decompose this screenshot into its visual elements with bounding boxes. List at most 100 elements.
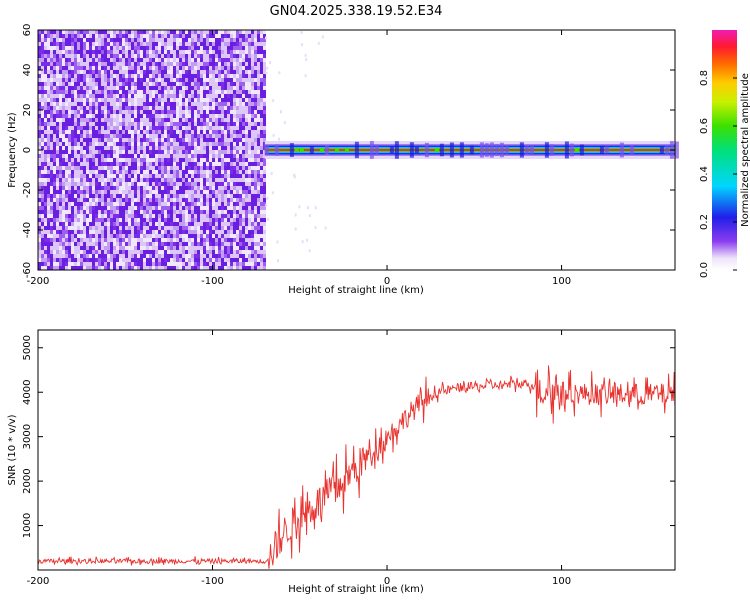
spectrogram-noise-cell bbox=[167, 86, 170, 90]
spectrogram-speckle bbox=[304, 53, 307, 57]
spectrogram-noise-cell bbox=[110, 150, 113, 154]
spectrogram-noise-cell bbox=[215, 146, 218, 150]
spectrogram-noise-cell bbox=[125, 258, 128, 262]
spectrogram-noise-cell bbox=[218, 34, 221, 38]
spectrogram-noise-cell bbox=[38, 202, 41, 206]
spectrogram-noise-cell bbox=[140, 258, 143, 262]
spectrogram-noise-cell bbox=[221, 30, 224, 34]
spectrogram-noise-cell bbox=[260, 118, 263, 122]
spectrogram-noise-cell bbox=[221, 178, 224, 182]
spectrogram-noise-cell bbox=[221, 118, 224, 122]
spectrogram-noise-cell bbox=[59, 82, 62, 86]
spectrogram-noise-cell bbox=[83, 126, 86, 130]
spectrogram-noise-cell bbox=[188, 178, 191, 182]
spectrogram-noise-cell bbox=[161, 214, 164, 218]
spectrogram-noise-cell bbox=[230, 134, 233, 138]
spectrogram-noise-cell bbox=[86, 222, 89, 226]
spectrogram-noise-cell bbox=[38, 42, 41, 46]
spectrogram-noise-cell bbox=[65, 186, 68, 190]
spectrogram-noise-cell bbox=[227, 262, 230, 266]
spectrogram-noise-cell bbox=[53, 186, 56, 190]
spectrogram-noise-cell bbox=[236, 182, 239, 186]
spectrogram-noise-cell bbox=[113, 34, 116, 38]
spectrogram-noise-cell bbox=[248, 210, 251, 214]
spectrogram-noise-cell bbox=[47, 70, 50, 74]
spectrogram-noise-cell bbox=[68, 198, 71, 202]
spectrogram-noise-cell bbox=[65, 110, 68, 114]
spectrogram-noise-cell bbox=[197, 130, 200, 134]
spectrogram-noise-cell bbox=[74, 106, 77, 110]
spectrogram-noise-cell bbox=[236, 66, 239, 70]
spectrogram-noise-cell bbox=[146, 78, 149, 82]
spectrogram-noise-cell bbox=[182, 94, 185, 98]
spectrogram-noise-cell bbox=[143, 66, 146, 70]
spectrogram-noise-cell bbox=[44, 66, 47, 70]
spectrogram-noise-cell bbox=[149, 150, 152, 154]
spectrogram-noise-cell bbox=[197, 46, 200, 50]
spectrogram-noise-cell bbox=[137, 102, 140, 106]
spectrogram-noise-cell bbox=[206, 74, 209, 78]
spectrogram-noise-cell bbox=[170, 142, 173, 146]
spectrogram-noise-cell bbox=[47, 258, 50, 262]
spectrogram-noise-cell bbox=[260, 42, 263, 46]
spectrogram-noise-cell bbox=[257, 162, 260, 166]
spectrogram-noise-cell bbox=[101, 106, 104, 110]
spectrogram-noise-cell bbox=[185, 114, 188, 118]
spectrogram-noise-cell bbox=[74, 134, 77, 138]
spectrogram-noise-cell bbox=[185, 178, 188, 182]
spectrogram-noise-cell bbox=[218, 78, 221, 82]
spectrogram-noise-cell bbox=[89, 62, 92, 66]
spectrogram-noise-cell bbox=[110, 74, 113, 78]
spectrogram-noise-cell bbox=[119, 194, 122, 198]
spectrogram-noise-cell bbox=[158, 170, 161, 174]
spectrogram-noise-cell bbox=[197, 226, 200, 230]
spectrogram-noise-cell bbox=[68, 166, 71, 170]
spectrogram-noise-cell bbox=[122, 198, 125, 202]
spectrogram-noise-cell bbox=[113, 90, 116, 94]
spectrogram-noise-cell bbox=[98, 154, 101, 158]
spectrogram-noise-cell bbox=[38, 118, 41, 122]
spectrogram-noise-cell bbox=[215, 50, 218, 54]
spectrogram-noise-cell bbox=[62, 58, 65, 62]
spectrogram-noise-cell bbox=[149, 162, 152, 166]
spectrogram-noise-cell bbox=[38, 218, 41, 222]
spectrogram-noise-cell bbox=[65, 94, 68, 98]
spectrogram-noise-cell bbox=[65, 98, 68, 102]
spectrogram-noise-cell bbox=[245, 262, 248, 266]
spectrogram-noise-cell bbox=[149, 174, 152, 178]
spectrogram-noise-cell bbox=[236, 46, 239, 50]
spectrogram-noise-cell bbox=[59, 178, 62, 182]
spectrogram-noise-cell bbox=[152, 178, 155, 182]
colorbar-tick-label: 0.8 bbox=[699, 70, 710, 86]
snr-ytick-label: 4000 bbox=[22, 379, 33, 404]
spectrogram-noise-cell bbox=[128, 182, 131, 186]
spectrogram-noise-cell bbox=[197, 118, 200, 122]
spectrogram-noise-cell bbox=[227, 186, 230, 190]
spectrogram-noise-cell bbox=[197, 30, 200, 34]
spectrogram-noise-cell bbox=[74, 178, 77, 182]
spectrogram-noise-cell bbox=[59, 106, 62, 110]
spectrogram-noise-cell bbox=[176, 34, 179, 38]
spectrogram-noise-cell bbox=[242, 98, 245, 102]
spectrogram-noise-cell bbox=[161, 94, 164, 98]
spectrogram-speckle bbox=[317, 41, 320, 45]
spectrogram-noise-cell bbox=[77, 234, 80, 238]
spectrogram-noise-cell bbox=[176, 86, 179, 90]
spectrogram-noise-cell bbox=[176, 178, 179, 182]
spectrogram-noise-cell bbox=[131, 150, 134, 154]
spectrogram-noise-cell bbox=[68, 50, 71, 54]
spectrogram-noise-cell bbox=[206, 82, 209, 86]
spectrogram-noise-cell bbox=[38, 30, 41, 34]
spectrogram-noise-cell bbox=[143, 114, 146, 118]
spectrogram-noise-cell bbox=[149, 78, 152, 82]
spectrogram-noise-cell bbox=[110, 38, 113, 42]
spectrogram-noise-cell bbox=[134, 142, 137, 146]
spectrogram-noise-cell bbox=[233, 42, 236, 46]
spectrogram-noise-cell bbox=[41, 106, 44, 110]
spectrogram-noise-cell bbox=[50, 158, 53, 162]
spectrogram-noise-cell bbox=[257, 154, 260, 158]
spectrogram-noise-cell bbox=[47, 254, 50, 258]
spectrogram-noise-cell bbox=[224, 42, 227, 46]
spectrogram-noise-cell bbox=[164, 202, 167, 206]
spectrogram-noise-cell bbox=[167, 34, 170, 38]
